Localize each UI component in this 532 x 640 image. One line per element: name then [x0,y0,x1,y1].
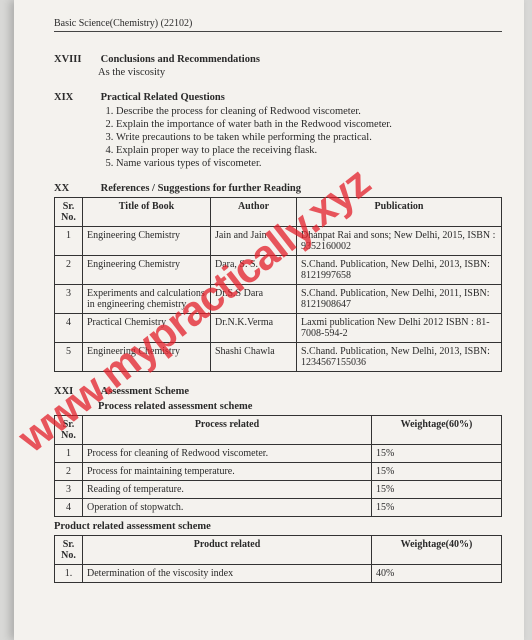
process-table: Sr. No. Process related Weightage(60%) 1… [54,415,502,517]
roman-21: XXI [54,386,98,397]
table-row: 2Process for maintaining temperature.15% [55,463,502,481]
section-references: XX References / Suggestions for further … [54,183,502,372]
table-row: 1Process for cleaning of Redwood viscome… [55,445,502,463]
col-author: Author [211,198,297,227]
title-19: Practical Related Questions [101,92,225,103]
product-subtitle: Product related assessment scheme [54,521,502,532]
roman-20: XX [54,183,98,194]
col-weight: Weightage(60%) [372,416,502,445]
col-sr: Sr. No. [55,198,83,227]
section-assessment: XXI Assessment Scheme Process related as… [54,386,502,583]
table-row: 1.Determination of the viscosity index40… [55,565,502,583]
title-18: Conclusions and Recommendations [101,54,260,65]
product-table: Sr. No. Product related Weightage(40%) 1… [54,535,502,583]
table-row: 4Practical ChemistryDr.N.K.VermaLaxmi pu… [55,314,502,343]
col-product: Product related [83,536,372,565]
question-item: Explain proper way to place the receivin… [116,145,502,156]
roman-18: XVIII [54,54,98,65]
body-18: As the viscosity [98,67,502,78]
page: Basic Science(Chemistry) (22102) XVIII C… [14,0,524,640]
process-subtitle: Process related assessment scheme [98,401,502,412]
references-table: Sr. No. Title of Book Author Publication… [54,197,502,372]
section-questions: XIX Practical Related Questions Describe… [54,92,502,169]
table-header-row: Sr. No. Product related Weightage(40%) [55,536,502,565]
col-process: Process related [83,416,372,445]
table-row: 5Engineering ChemistryShashi ChawlaS.Cha… [55,343,502,372]
table-header-row: Sr. No. Process related Weightage(60%) [55,416,502,445]
table-header-row: Sr. No. Title of Book Author Publication [55,198,502,227]
question-item: Explain the importance of water bath in … [116,119,502,130]
page-header: Basic Science(Chemistry) (22102) [54,18,502,32]
table-row: 4Operation of stopwatch.15% [55,499,502,517]
table-row: 2Engineering ChemistryDara, S. S.S.Chand… [55,256,502,285]
question-item: Describe the process for cleaning of Red… [116,106,502,117]
col-weight: Weightage(40%) [372,536,502,565]
col-pub: Publication [297,198,502,227]
table-row: 3Reading of temperature.15% [55,481,502,499]
col-title: Title of Book [83,198,211,227]
section-conclusions: XVIII Conclusions and Recommendations As… [54,54,502,78]
title-20: References / Suggestions for further Rea… [101,183,301,194]
col-sr: Sr. No. [55,416,83,445]
question-list: Describe the process for cleaning of Red… [116,106,502,169]
table-row: 3Experiments and calculations in enginee… [55,285,502,314]
col-sr: Sr. No. [55,536,83,565]
question-item: Write precautions to be taken while perf… [116,132,502,143]
question-item: Name various types of viscometer. [116,158,502,169]
roman-19: XIX [54,92,98,103]
title-21: Assessment Scheme [101,386,189,397]
table-row: 1Engineering ChemistryJain and JainDhanp… [55,227,502,256]
